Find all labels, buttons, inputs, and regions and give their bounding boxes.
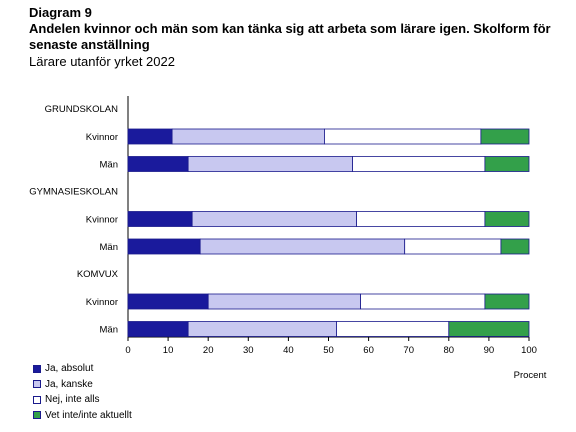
legend-swatch [33,380,41,389]
group-label: KOMVUX [77,269,119,280]
bar-segment [352,156,486,172]
bar-segment [324,128,482,145]
legend-label: Nej, inte alls [45,394,100,406]
x-tick-label: 30 [243,345,254,356]
legend-label: Ja, kanske [45,378,93,390]
x-tick-label: 90 [484,345,495,356]
legend-swatch [33,395,41,404]
category-label: Män [100,160,118,171]
bar-segment [356,211,486,227]
bar-segment [480,128,530,145]
bar-segment [448,321,530,337]
bar-segment [127,156,189,172]
bar-segment [404,238,502,255]
bar-segment [171,128,325,145]
bar-segment [207,293,361,310]
bar-segment [127,321,189,337]
chart-header: Diagram 9 Andelen kvinnor och män som ka… [29,5,569,70]
legend-item: Nej, inte alls [33,392,132,408]
x-tick-label: 10 [163,345,174,356]
bar-segment [127,211,193,227]
bar-segment [127,293,209,310]
x-tick-label: 100 [521,345,537,356]
group-label: GRUNDSKOLAN [45,104,119,115]
bar-segment [484,156,530,172]
category-label: Kvinnor [86,297,118,308]
bar-segment [500,238,530,255]
legend-item: Vet inte/inte aktuellt [33,408,132,424]
bar-segment [187,156,353,172]
legend-swatch [33,411,41,420]
x-tick-label: 50 [323,345,334,356]
chart-subtitle: Lärare utanför yrket 2022 [29,54,175,69]
legend-item: Ja, absolut [33,361,132,377]
chart-legend: Ja, absolut Ja, kanske Nej, inte alls Vet i… [33,361,132,423]
category-label: Män [100,242,118,253]
group-label: GYMNASIESKOLAN [29,187,118,198]
x-tick-label: 80 [444,345,455,356]
bar-segment [187,321,337,337]
legend-item: Ja, kanske [33,377,132,393]
x-tick-label: 70 [403,345,414,356]
bar-segment [199,238,406,255]
legend-label: Vet inte/inte aktuellt [45,409,132,421]
bar-segment [484,211,530,227]
x-tick-label: 40 [283,345,294,356]
category-label: Kvinnor [86,215,118,226]
chart-title: Andelen kvinnor och män som kan tänka si… [29,21,551,52]
bar-segment [127,128,173,145]
bar-segment [127,238,201,255]
x-axis-label: Procent [514,370,547,381]
x-tick-label: 20 [203,345,214,356]
category-label: Män [100,325,118,336]
legend-swatch [33,364,41,373]
bar-segment [360,293,486,310]
bar-segment [191,211,357,227]
x-tick-label: 60 [363,345,374,356]
x-tick-label: 0 [125,345,130,356]
bar-segment [336,321,450,337]
chart-label: Diagram 9 [29,5,92,20]
category-label: Kvinnor [86,132,118,143]
bar-segment [484,293,530,310]
legend-label: Ja, absolut [45,363,94,375]
